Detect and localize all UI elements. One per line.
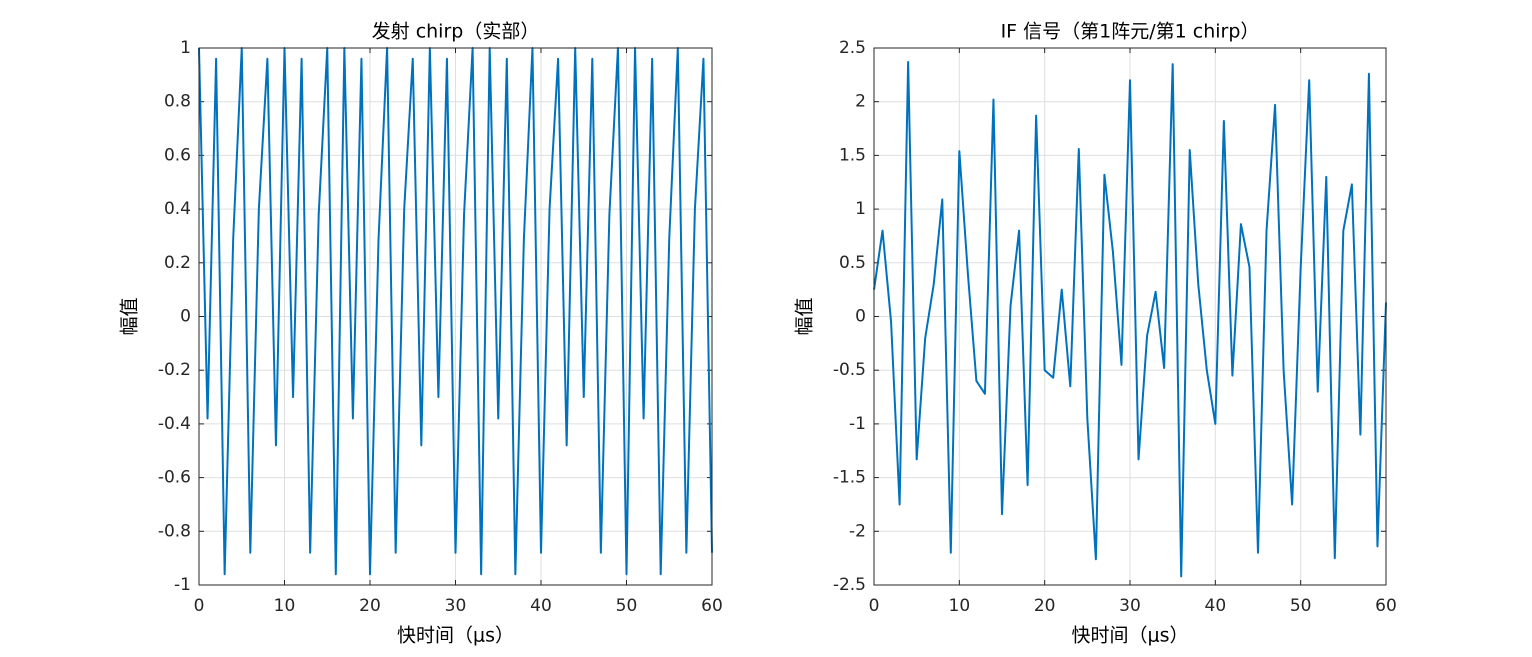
y-tick-label: 0.2 — [164, 253, 191, 273]
y-tick-label: -1.5 — [833, 468, 866, 488]
y-tick-label: 0 — [855, 307, 866, 327]
y-tick-label: 0.6 — [164, 145, 191, 165]
x-tick-label: 50 — [1290, 596, 1312, 616]
x-tick-label: 30 — [445, 596, 467, 616]
y-tick-label: -0.2 — [158, 360, 191, 380]
y-axis-label: 幅值 — [119, 297, 141, 335]
chart-title: IF 信号（第1阵元/第1 chirp） — [1001, 21, 1260, 43]
x-tick-label: 0 — [869, 596, 880, 616]
x-axis-label: 快时间（μs） — [397, 625, 514, 647]
y-tick-label: -0.6 — [158, 468, 191, 488]
axes-box — [198, 47, 713, 586]
y-tick-label: 1.5 — [839, 145, 866, 165]
y-tick-label: -2.5 — [833, 575, 866, 595]
y-tick-label: 2.5 — [839, 38, 866, 58]
chart-title: 发射 chirp（实部） — [372, 21, 540, 43]
y-tick-label: -2 — [849, 521, 866, 541]
y-tick-label: 0.4 — [164, 199, 191, 219]
x-axis-label: 快时间（μs） — [1072, 625, 1189, 647]
y-tick-label: 1 — [855, 199, 866, 219]
axes-box — [873, 47, 1387, 586]
y-tick-label: -0.5 — [833, 360, 866, 380]
y-axis-label: 幅值 — [794, 297, 816, 335]
y-tick-label: -0.4 — [158, 414, 191, 434]
y-tick-label: 0.5 — [839, 253, 866, 273]
y-tick-label: -0.8 — [158, 521, 191, 541]
x-tick-label: 40 — [530, 596, 552, 616]
y-tick-label: 0.8 — [164, 92, 191, 112]
y-tick-label: 0 — [180, 307, 191, 327]
x-tick-label: 10 — [949, 596, 971, 616]
x-tick-label: 40 — [1205, 596, 1227, 616]
x-tick-label: 20 — [359, 596, 381, 616]
y-tick-label: -1 — [174, 575, 191, 595]
x-tick-label: 0 — [194, 596, 205, 616]
x-tick-label: 60 — [1375, 596, 1397, 616]
y-tick-label: 2 — [855, 92, 866, 112]
x-tick-label: 60 — [701, 596, 723, 616]
x-tick-label: 20 — [1034, 596, 1056, 616]
x-tick-label: 10 — [274, 596, 296, 616]
signal-line — [873, 60, 1387, 578]
x-tick-label: 50 — [616, 596, 638, 616]
y-tick-label: -1 — [849, 414, 866, 434]
x-tick-label: 30 — [1119, 596, 1141, 616]
y-tick-label: 1 — [180, 38, 191, 58]
